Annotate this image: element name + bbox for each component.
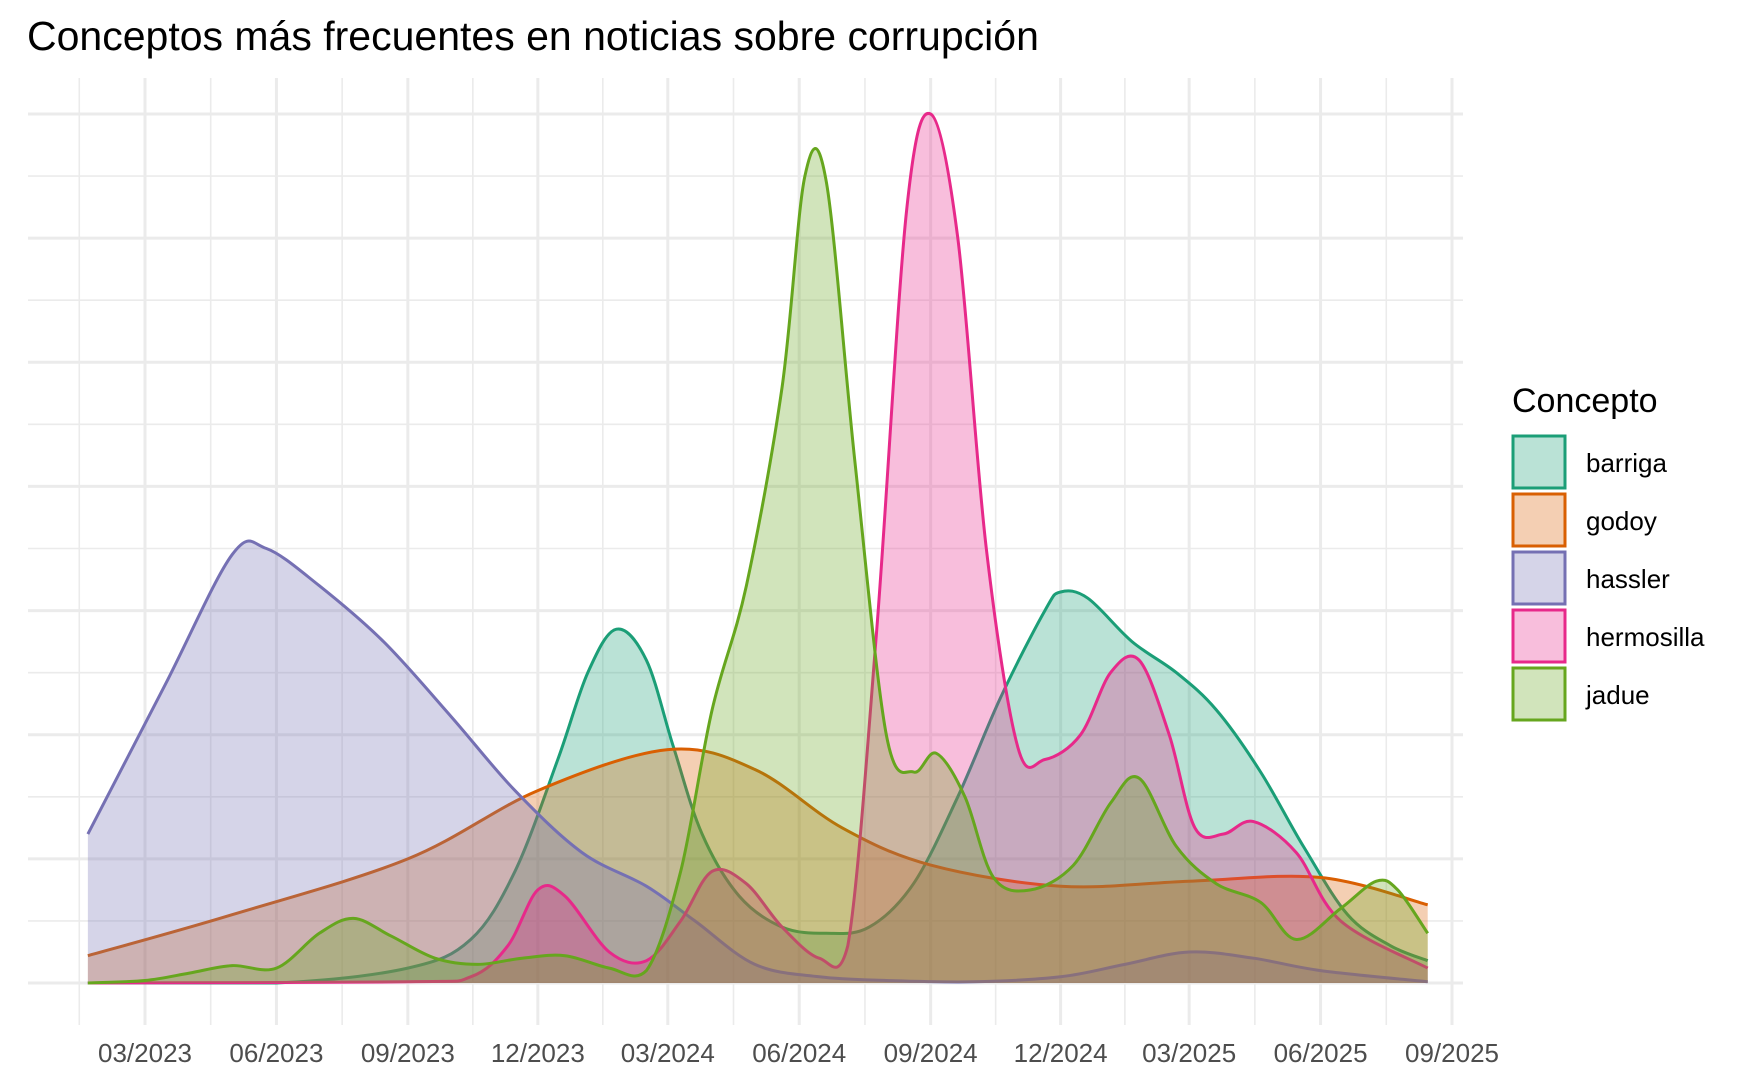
series-areas xyxy=(86,111,1429,985)
x-tick-label: 09/2023 xyxy=(361,1038,455,1068)
x-tick-label: 12/2024 xyxy=(1014,1038,1108,1068)
legend-swatch xyxy=(1511,666,1567,722)
legend-label: jadue xyxy=(1585,680,1650,710)
legend-item-hassler: hassler xyxy=(1511,550,1670,606)
series-hassler xyxy=(86,539,1428,984)
plot-grid xyxy=(28,78,1463,1025)
area-hermosilla xyxy=(87,113,1428,984)
legend-label: godoy xyxy=(1586,506,1657,536)
area-godoy xyxy=(87,748,1428,983)
legend-label: barriga xyxy=(1586,448,1667,478)
chart-title: Conceptos más frecuentes en noticias sob… xyxy=(27,13,1039,59)
area-jadue xyxy=(87,148,1428,983)
legend-swatch xyxy=(1511,492,1567,548)
legend-item-hermosilla: hermosilla xyxy=(1511,608,1705,664)
x-tick-label: 12/2023 xyxy=(491,1038,585,1068)
x-tick-label: 03/2025 xyxy=(1142,1038,1236,1068)
x-axis-tick-labels: 03/2023 06/2023 09/2023 12/2023 03/2024 06/20… xyxy=(98,1038,1499,1068)
legend-label: hermosilla xyxy=(1586,622,1705,652)
x-tick-label: 09/2025 xyxy=(1405,1038,1499,1068)
area-hassler xyxy=(87,541,1428,983)
legend-label: hassler xyxy=(1586,564,1670,594)
x-tick-label: 09/2024 xyxy=(884,1038,978,1068)
x-tick-label: 06/2025 xyxy=(1274,1038,1368,1068)
area-barriga xyxy=(87,590,1428,983)
legend-swatch xyxy=(1511,434,1567,490)
legend-swatch xyxy=(1511,608,1567,664)
legend-swatch xyxy=(1511,550,1567,606)
x-tick-label: 03/2023 xyxy=(98,1038,192,1068)
legend-item-barriga: barriga xyxy=(1511,434,1667,490)
line-hermosilla xyxy=(87,111,1429,985)
series-hermosilla xyxy=(87,111,1429,985)
legend-item-godoy: godoy xyxy=(1511,492,1657,548)
legend: Concepto barriga godoy hassler hermosilla ja… xyxy=(1511,382,1705,722)
x-tick-label: 06/2023 xyxy=(229,1038,323,1068)
line-godoy xyxy=(87,747,1429,958)
legend-title: Concepto xyxy=(1512,382,1658,420)
line-hassler xyxy=(86,539,1428,984)
line-barriga xyxy=(87,589,1429,985)
x-tick-label: 06/2024 xyxy=(752,1038,846,1068)
line-jadue xyxy=(87,147,1429,985)
series-barriga xyxy=(87,589,1429,985)
legend-item-jadue: jadue xyxy=(1511,666,1650,722)
series-godoy xyxy=(87,747,1429,983)
x-tick-label: 03/2024 xyxy=(621,1038,715,1068)
series-jadue xyxy=(87,147,1429,985)
